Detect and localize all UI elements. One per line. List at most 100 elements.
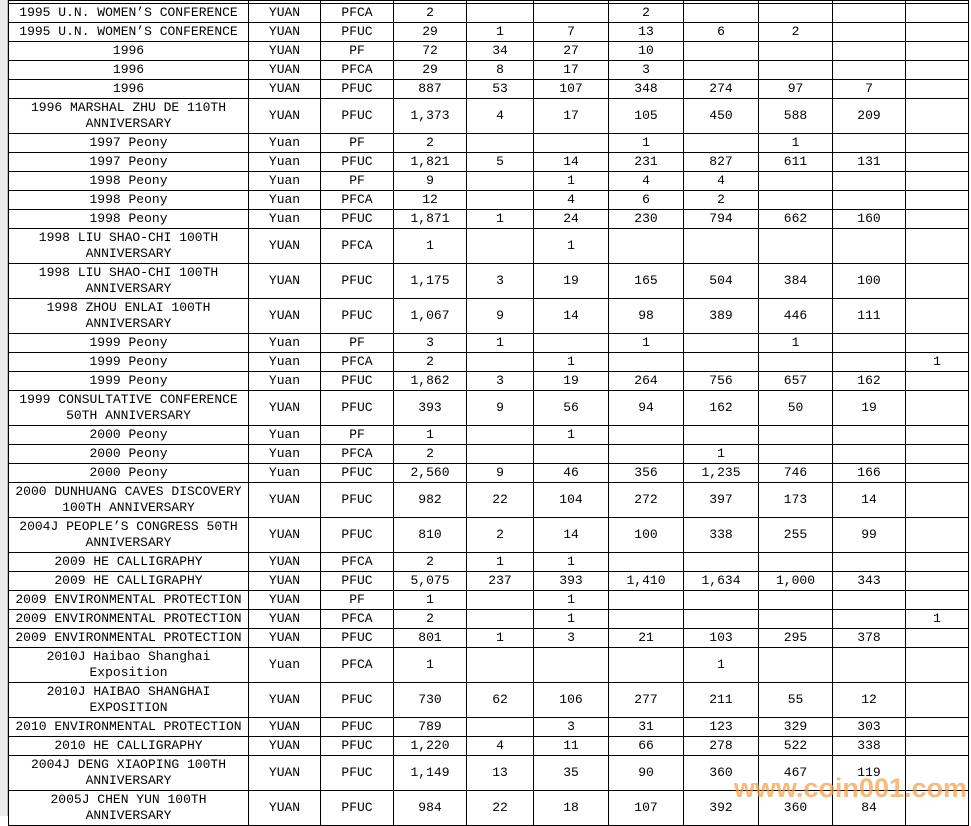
cell-grade-5 <box>758 552 833 572</box>
cell-grade-4: 397 <box>683 482 759 518</box>
cell-denomination: YUAN <box>248 571 321 591</box>
table-row: 1998 Peony Yuan PFUC 1,871 1 24 230 794 662 160 <box>8 209 969 229</box>
cell-grade-2: 107 <box>533 79 609 99</box>
cell-grade-7 <box>905 682 969 718</box>
cell-grade-3 <box>608 590 684 610</box>
cell-total-count: 12 <box>393 190 467 210</box>
table-row: 2000 Peony Yuan PF 1 1 <box>8 425 969 445</box>
cell-grade-4: 2 <box>683 190 759 210</box>
cell-grade-4: 338 <box>683 517 759 553</box>
cell-total-count: 1,067 <box>393 298 467 334</box>
cell-grade-4: 1,235 <box>683 463 759 483</box>
cell-description: 2010J HAIBAO SHANGHAI EXPOSITION <box>8 682 249 718</box>
cell-grade-type: PFUC <box>320 717 394 737</box>
cell-grade-5: 1 <box>758 133 833 153</box>
cell-description: 1996 MARSHAL ZHU DE 110TH ANNIVERSARY <box>8 98 249 134</box>
cell-denomination: YUAN <box>248 228 321 264</box>
cell-grade-5: 97 <box>758 79 833 99</box>
table-row: 2004J PEOPLE’S CONGRESS 50TH ANNIVERSARY… <box>8 517 969 553</box>
cell-grade-6 <box>832 444 906 464</box>
cell-grade-5: 50 <box>758 390 833 426</box>
cell-description: 1999 Peony <box>8 371 249 391</box>
cell-grade-5: 522 <box>758 736 833 756</box>
cell-grade-type: PFUC <box>320 755 394 791</box>
cell-grade-5: 1 <box>758 333 833 353</box>
cell-grade-1: 22 <box>466 482 534 518</box>
cell-total-count: 393 <box>393 390 467 426</box>
cell-grade-7 <box>905 209 969 229</box>
cell-grade-type: PFUC <box>320 152 394 172</box>
cell-denomination: Yuan <box>248 209 321 229</box>
cell-grade-2: 18 <box>533 790 609 826</box>
cell-grade-6 <box>832 22 906 42</box>
cell-grade-type: PFUC <box>320 371 394 391</box>
cell-grade-3: 21 <box>608 628 684 648</box>
cell-denomination: YUAN <box>248 41 321 61</box>
cell-grade-3: 4 <box>608 171 684 191</box>
cell-grade-5: 611 <box>758 152 833 172</box>
table-row: 2010J Haibao Shanghai Exposition Yuan PFCA… <box>8 647 969 683</box>
cell-description: 2004J PEOPLE’S CONGRESS 50TH ANNIVERSARY <box>8 517 249 553</box>
cell-grade-4: 389 <box>683 298 759 334</box>
cell-grade-7 <box>905 298 969 334</box>
cell-grade-type: PFUC <box>320 298 394 334</box>
cell-total-count: 2 <box>393 352 467 372</box>
cell-grade-4 <box>683 60 759 80</box>
cell-description: 1999 CONSULTATIVE CONFERENCE 50TH ANNIVE… <box>8 390 249 426</box>
cell-grade-3: 13 <box>608 22 684 42</box>
cell-grade-7 <box>905 41 969 61</box>
cell-grade-type: PFCA <box>320 60 394 80</box>
cell-grade-1 <box>466 228 534 264</box>
cell-grade-6: 119 <box>832 755 906 791</box>
cell-grade-1: 4 <box>466 98 534 134</box>
cell-grade-1 <box>466 3 534 23</box>
cell-description: 2009 HE CALLIGRAPHY <box>8 552 249 572</box>
cell-description: 2009 HE CALLIGRAPHY <box>8 571 249 591</box>
cell-grade-type: PFUC <box>320 79 394 99</box>
cell-grade-3: 272 <box>608 482 684 518</box>
cell-grade-7 <box>905 755 969 791</box>
cell-grade-6: 19 <box>832 390 906 426</box>
cell-grade-1 <box>466 133 534 153</box>
cell-grade-2 <box>533 444 609 464</box>
cell-grade-type: PF <box>320 133 394 153</box>
cell-description: 1996 <box>8 60 249 80</box>
cell-denomination: YUAN <box>248 79 321 99</box>
table-row: 1996 YUAN PFUC 887 53 107 348 274 97 7 <box>8 79 969 99</box>
cell-denomination: YUAN <box>248 609 321 629</box>
cell-grade-1: 53 <box>466 79 534 99</box>
cell-grade-6: 209 <box>832 98 906 134</box>
cell-grade-2: 1 <box>533 590 609 610</box>
cell-grade-2 <box>533 3 609 23</box>
cell-grade-3: 348 <box>608 79 684 99</box>
cell-grade-7 <box>905 552 969 572</box>
cell-grade-3: 94 <box>608 390 684 426</box>
cell-description: 2009 ENVIRONMENTAL PROTECTION <box>8 590 249 610</box>
cell-denomination: YUAN <box>248 628 321 648</box>
cell-denomination: YUAN <box>248 517 321 553</box>
table-row: 2010J HAIBAO SHANGHAI EXPOSITION YUAN PFUC… <box>8 682 969 718</box>
cell-grade-6: 99 <box>832 517 906 553</box>
cell-grade-3: 2 <box>608 3 684 23</box>
cell-grade-6 <box>832 425 906 445</box>
table-row: 1999 Peony Yuan PF 3 1 1 1 <box>8 333 969 353</box>
cell-description: 1998 Peony <box>8 171 249 191</box>
cell-grade-3: 3 <box>608 60 684 80</box>
cell-grade-6: 111 <box>832 298 906 334</box>
cell-denomination: YUAN <box>248 482 321 518</box>
cell-grade-5: 657 <box>758 371 833 391</box>
cell-grade-6 <box>832 60 906 80</box>
cell-grade-7 <box>905 228 969 264</box>
cell-grade-7 <box>905 571 969 591</box>
cell-grade-6: 100 <box>832 263 906 299</box>
cell-grade-1 <box>466 609 534 629</box>
cell-grade-5 <box>758 3 833 23</box>
cell-grade-6 <box>832 609 906 629</box>
cell-grade-3: 1 <box>608 133 684 153</box>
cell-grade-4: 360 <box>683 755 759 791</box>
cell-total-count: 1,149 <box>393 755 467 791</box>
cell-grade-2: 14 <box>533 517 609 553</box>
cell-grade-type: PFUC <box>320 790 394 826</box>
cell-grade-1: 3 <box>466 263 534 299</box>
cell-total-count: 2 <box>393 444 467 464</box>
